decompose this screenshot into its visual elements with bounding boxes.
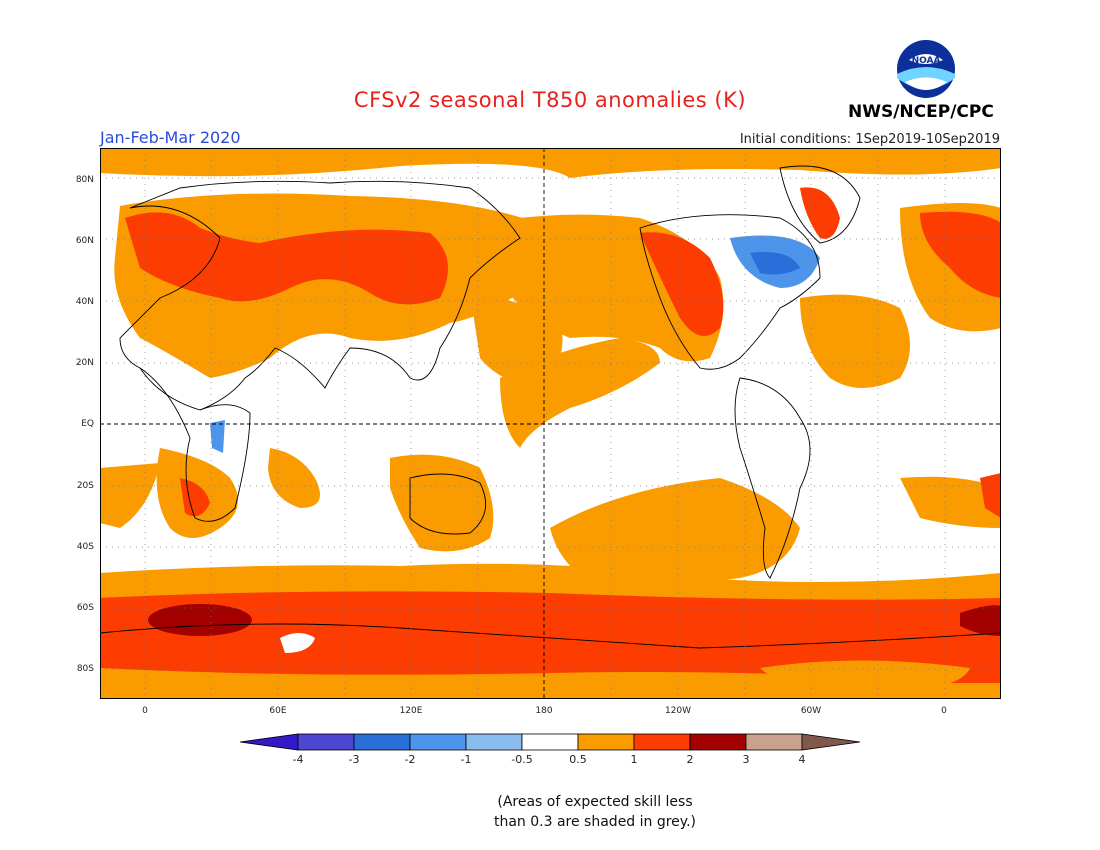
colorbar-label: -1 bbox=[460, 753, 472, 766]
lat-label: 80N bbox=[75, 175, 94, 185]
lat-label: 80S bbox=[76, 664, 94, 674]
anomaly-region-australia bbox=[390, 454, 494, 552]
anomaly-region-west-north-america bbox=[640, 232, 724, 336]
colorbar-arrow-low bbox=[239, 733, 299, 751]
colorbar-segment bbox=[745, 733, 803, 751]
colorbar-segment bbox=[465, 733, 523, 751]
colorbar bbox=[239, 733, 861, 751]
lon-label: 0 bbox=[941, 706, 947, 716]
colorbar-segment bbox=[689, 733, 747, 751]
colorbar-segment bbox=[521, 733, 579, 751]
anomaly-region-antarctica-edge bbox=[100, 683, 1001, 699]
lat-label: 60N bbox=[75, 236, 94, 246]
colorbar-label: 1 bbox=[630, 753, 638, 766]
lon-label: 180 bbox=[535, 706, 553, 716]
colorbar-label: 2 bbox=[686, 753, 694, 766]
logo-text: NOAA bbox=[912, 56, 941, 66]
graticule bbox=[100, 148, 1001, 699]
colorbar-label: 0.5 bbox=[569, 753, 587, 766]
anomaly-region-eurasia-strong bbox=[125, 212, 448, 305]
anomaly-map bbox=[100, 148, 1001, 699]
map-title: CFSv2 seasonal T850 anomalies (K) bbox=[353, 88, 747, 112]
initial-conditions: Initial conditions: 1Sep2019-10Sep2019 bbox=[739, 132, 1000, 147]
coastlines bbox=[100, 165, 1001, 649]
colorbar-segment bbox=[577, 733, 635, 751]
anomaly-region-south-pacific bbox=[550, 478, 800, 588]
colorbar-label: -4 bbox=[292, 753, 304, 766]
lat-label: 40N bbox=[75, 297, 94, 307]
lon-label: 0 bbox=[142, 706, 148, 716]
colorbar-label: 3 bbox=[742, 753, 750, 766]
forecast-period: Jan-Feb-Mar 2020 bbox=[100, 128, 241, 147]
lon-label: 60E bbox=[269, 706, 287, 716]
anomaly-region-namibia-strong bbox=[980, 473, 1001, 518]
anomaly-region-southern-ocean-strong bbox=[100, 591, 1001, 688]
anomaly-region-tropical-pacific bbox=[500, 338, 660, 448]
colorbar-segment bbox=[297, 733, 355, 751]
lat-label: 20S bbox=[76, 481, 94, 491]
anomaly-region-south-atlantic-east bbox=[900, 476, 1001, 528]
colorbar-segment bbox=[409, 733, 467, 751]
antarctic-white-patch bbox=[280, 633, 315, 653]
skill-note-line: than 0.3 are shaded in grey.) bbox=[493, 814, 696, 830]
lat-label: 40S bbox=[76, 542, 94, 552]
anomaly-region-north-atlantic bbox=[800, 294, 910, 388]
lat-label: EQ bbox=[81, 419, 94, 429]
colorbar-label: -2 bbox=[404, 753, 416, 766]
map-frame bbox=[100, 148, 1001, 699]
anomaly-region-south-atlantic bbox=[100, 463, 160, 528]
lon-label: 60W bbox=[800, 706, 822, 716]
skill-note: (Areas of expected skill less than 0.3 a… bbox=[0, 792, 1100, 832]
agency-label: NWS/NCEP/CPC bbox=[848, 102, 994, 122]
anomaly-region-southern-ocean-peak bbox=[148, 604, 252, 636]
colorbar-arrow-high bbox=[801, 733, 861, 751]
noaa-logo: NOAA bbox=[897, 40, 955, 98]
anomaly-region-arctic bbox=[100, 148, 1001, 178]
colorbar-label: -0.5 bbox=[511, 753, 533, 766]
anomaly-region-indian-ocean bbox=[268, 448, 320, 508]
lon-label: 120W bbox=[664, 706, 692, 716]
anomaly-region-canada-cool-strong bbox=[750, 252, 800, 275]
skill-note-line: (Areas of expected skill less bbox=[497, 794, 693, 810]
colorbar-segment bbox=[353, 733, 411, 751]
reference-lines bbox=[100, 148, 1001, 699]
lat-label: 60S bbox=[76, 603, 94, 613]
lat-label: 20N bbox=[75, 358, 94, 368]
colorbar-segment bbox=[633, 733, 691, 751]
colorbar-label: 4 bbox=[798, 753, 806, 766]
colorbar-label: -3 bbox=[348, 753, 360, 766]
anomaly-region-greenland bbox=[800, 187, 840, 239]
anomaly-region-europe-east-strong bbox=[920, 211, 1001, 298]
anomaly-region-east-africa-cool bbox=[210, 420, 225, 453]
anomaly-region-southern-ocean-peak-east bbox=[960, 605, 1001, 636]
lon-label: 120E bbox=[399, 706, 423, 716]
